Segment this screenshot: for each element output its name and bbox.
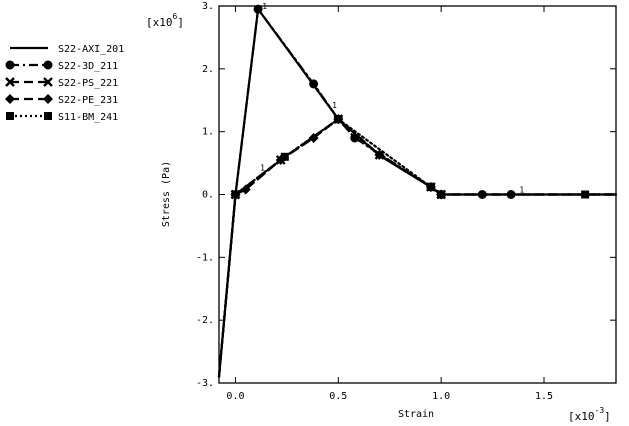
x-mark-stroke — [5, 77, 15, 87]
curve-annotation: 1 — [332, 101, 337, 110]
series-3 — [217, 114, 618, 378]
curve-annotation: 1 — [260, 164, 265, 173]
legend-item: S22-3D_211 — [5, 60, 118, 72]
series-2 — [217, 4, 618, 378]
legend: S22-AXI_201 S22-3D_211 S22-PS_221 S22-PE_23… — [5, 44, 124, 123]
y-multiplier: [x106] — [146, 12, 184, 29]
data-point — [581, 190, 590, 199]
y-axis-title: Stress (Pa) — [161, 161, 172, 227]
x-axis-title: Strain — [398, 409, 434, 420]
y-tick-label: 1. — [202, 127, 214, 138]
x-tick-label: 0.0 — [226, 391, 244, 402]
x-tick-label: 1.0 — [432, 391, 450, 402]
y-multiplier-exponent: 6 — [173, 12, 178, 21]
x-tick-label: 1.5 — [535, 391, 553, 402]
legend-marker — [5, 60, 15, 70]
x-multiplier-base: [x10 — [568, 410, 595, 423]
legend-item: S11-BM_241 — [6, 112, 118, 123]
series-4 — [217, 114, 618, 378]
y-multiplier-base: [x10 — [146, 16, 173, 29]
legend-marker — [5, 77, 15, 87]
legend-marker — [43, 94, 53, 104]
legend-label: S22-3D_211 — [58, 61, 118, 72]
x-multiplier-exponent: -3 — [595, 406, 605, 415]
curve-annotation: 1 — [262, 2, 267, 11]
x-tick-label: 0.5 — [329, 391, 347, 402]
data-point — [231, 190, 240, 199]
data-point — [240, 184, 251, 195]
data-point — [426, 182, 435, 191]
data-point — [309, 79, 319, 89]
legend-label: S22-PS_221 — [58, 78, 118, 89]
x-multiplier: [x10-3] — [568, 406, 611, 423]
legend-marker — [43, 60, 53, 70]
series-5 — [217, 115, 618, 378]
legend-label: S22-AXI_201 — [58, 44, 124, 55]
data-point — [437, 190, 446, 199]
series-line — [217, 117, 618, 378]
y-multiplier-close: ] — [177, 16, 184, 29]
x-mark-stroke — [43, 77, 53, 87]
y-tick-label: -2. — [196, 315, 214, 326]
legend-label: S11-BM_241 — [58, 112, 118, 123]
curve-annotation: 1 — [519, 186, 524, 195]
series-1 — [217, 8, 618, 378]
data-point — [334, 115, 343, 124]
plot-area: -3. -2. -1. 0. 1. 2. 3. 0.0 0.5 1.0 1.5 1 1 1 1 — [196, 1, 618, 402]
y-tick-label: 0. — [202, 190, 214, 201]
legend-item: S22-PS_221 — [5, 77, 118, 89]
legend-marker — [6, 112, 14, 120]
series-line — [217, 8, 618, 378]
y-tick-label: 3. — [202, 1, 214, 12]
legend-marker — [5, 94, 15, 104]
series-line — [217, 8, 618, 378]
data-point — [253, 4, 263, 14]
y-tick-label: -1. — [196, 252, 214, 263]
data-point — [280, 152, 289, 161]
x-multiplier-close: ] — [604, 410, 611, 423]
legend-item: S22-AXI_201 — [10, 44, 124, 55]
y-tick-label: -3. — [196, 378, 214, 389]
legend-marker — [44, 112, 52, 120]
legend-item: S22-PE_231 — [5, 94, 118, 106]
legend-marker — [43, 77, 53, 87]
legend-label: S22-PE_231 — [58, 95, 118, 106]
y-tick-label: 2. — [202, 64, 214, 75]
